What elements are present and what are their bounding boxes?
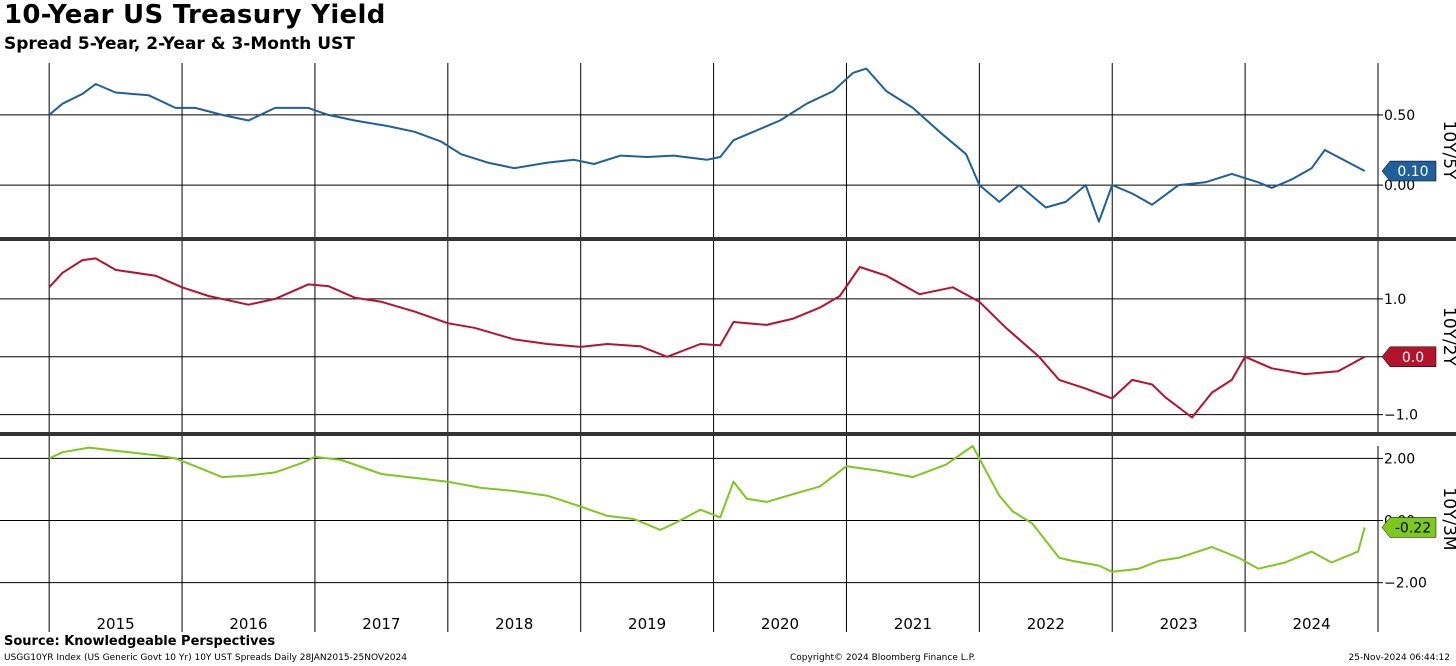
- last-value-badge: [1381, 346, 1437, 368]
- last-value-badge: [1381, 160, 1437, 182]
- panel-axis-label: 10Y/5Y: [1439, 121, 1456, 181]
- chart-subtitle: Spread 5-Year, 2-Year & 3-Month UST: [4, 34, 355, 54]
- y-tick-label: 0.50: [1384, 108, 1415, 124]
- y-tick-label: −2.00: [1384, 576, 1427, 592]
- source-note: Source: Knowledgeable Perspectives: [4, 634, 276, 649]
- panel-axis-label: 10Y/2Y: [1439, 307, 1456, 367]
- footer-timestamp: 25-Nov-2024 06:44:12: [1348, 653, 1450, 663]
- last-value-badge: [1381, 517, 1437, 538]
- y-tick-label: 1.0: [1384, 292, 1406, 308]
- x-tick-label: 2022: [1027, 615, 1065, 633]
- panel-separator: [0, 432, 1456, 436]
- last-value-label: -0.22: [1395, 520, 1431, 536]
- x-tick-label: 2021: [894, 615, 932, 633]
- panel-axis-label: 10Y/3M: [1439, 487, 1456, 550]
- last-value-label: 0.10: [1397, 164, 1428, 180]
- footer-index-description: USGG10YR Index (US Generic Govt 10 Yr) 1…: [4, 653, 407, 663]
- x-tick-label: 2015: [97, 615, 135, 633]
- x-tick-label: 2019: [628, 615, 666, 633]
- footer-copyright: Copyright© 2024 Bloomberg Finance L.P.: [790, 653, 976, 663]
- x-tick-label: 2024: [1292, 615, 1330, 633]
- y-tick-label: −1.0: [1384, 408, 1418, 424]
- last-value-label: 0.0: [1402, 350, 1424, 366]
- x-tick-label: 2016: [229, 615, 267, 633]
- series-line: [48, 445, 1366, 573]
- x-tick-label: 2023: [1160, 615, 1198, 633]
- x-tick-label: 2018: [495, 615, 533, 633]
- series-line: [48, 257, 1366, 419]
- y-tick-label: 0.00: [1384, 178, 1415, 194]
- chart-title: 10-Year US Treasury Yield: [4, 0, 386, 30]
- x-tick-label: 2020: [761, 615, 799, 633]
- x-tick-label: 2017: [362, 615, 400, 633]
- series-line: [48, 67, 1366, 223]
- y-tick-label: 2.00: [1384, 451, 1415, 467]
- panel-separator: [0, 237, 1456, 241]
